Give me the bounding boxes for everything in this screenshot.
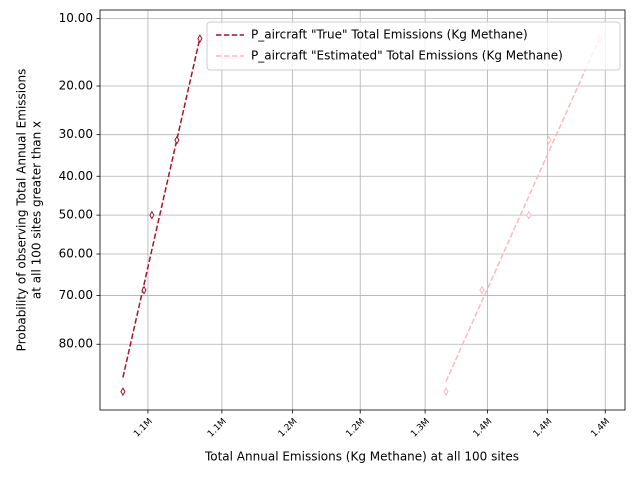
y-tick-label: 10.00 [59, 11, 93, 25]
legend: P_aircraft "True" Total Emissions (Kg Me… [206, 21, 621, 71]
y-tick-label: 70.00 [59, 288, 93, 302]
data-point [174, 135, 180, 145]
legend-label: P_aircraft "Estimated" Total Emissions (… [251, 49, 563, 63]
data-point [197, 34, 203, 44]
x-axis-label: Total Annual Emissions (Kg Methane) at a… [204, 450, 519, 464]
y-axis-label: Probability of observing Total Annual Em… [15, 69, 29, 352]
legend-box [206, 21, 621, 71]
y-tick-label: 20.00 [59, 79, 93, 93]
y-tick-label: 40.00 [59, 169, 93, 183]
y-tick-label: 50.00 [59, 208, 93, 222]
y-axis-label: at all 100 sites greater than x [30, 121, 44, 299]
grid [100, 10, 625, 410]
y-tick-label: 60.00 [59, 246, 93, 260]
data-point [120, 387, 126, 397]
data-point [141, 285, 147, 295]
fit-line [122, 37, 201, 378]
axes-frame [99, 9, 626, 411]
data-point [546, 135, 552, 145]
data-point [443, 387, 449, 397]
data-point [479, 285, 485, 295]
y-tick-label: 80.00 [59, 337, 93, 351]
y-tick-label: 30.00 [59, 127, 93, 141]
plot-area [120, 34, 603, 397]
data-point [149, 210, 155, 220]
legend-label: P_aircraft "True" Total Emissions (Kg Me… [251, 28, 528, 42]
data-point [526, 210, 532, 220]
